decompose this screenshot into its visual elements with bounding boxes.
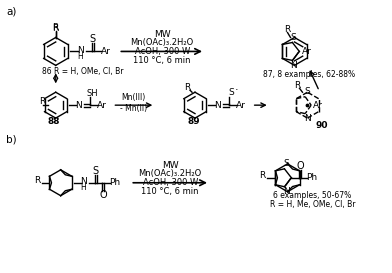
Text: R: R	[53, 23, 59, 32]
Text: SH: SH	[87, 89, 98, 98]
Text: S: S	[290, 33, 296, 42]
Text: 110 °C, 6 min: 110 °C, 6 min	[133, 56, 191, 65]
Text: a): a)	[6, 7, 16, 17]
Text: Mn(OAc)₃.2H₂O: Mn(OAc)₃.2H₂O	[138, 169, 202, 178]
Text: R: R	[53, 24, 59, 33]
Text: AcOH, 300 W: AcOH, 300 W	[143, 178, 198, 187]
Text: H: H	[78, 52, 83, 61]
Text: N: N	[283, 187, 290, 196]
Text: Ar: Ar	[100, 47, 111, 56]
Text: O: O	[100, 190, 107, 200]
Text: Ar: Ar	[302, 47, 312, 56]
Text: H: H	[81, 183, 87, 192]
Text: R: R	[260, 171, 266, 180]
Text: ·: ·	[235, 85, 238, 95]
Text: N: N	[290, 61, 297, 70]
Text: R: R	[294, 81, 301, 90]
Text: R: R	[39, 97, 45, 106]
Text: R: R	[285, 25, 290, 34]
Text: Ph: Ph	[109, 178, 120, 187]
Text: 89: 89	[187, 117, 200, 126]
Text: S: S	[304, 87, 310, 96]
Text: R: R	[184, 83, 190, 92]
Text: AcOH, 300 W: AcOH, 300 W	[134, 47, 190, 56]
Text: R: R	[34, 176, 41, 185]
Text: O: O	[296, 161, 304, 171]
Text: 90: 90	[316, 121, 328, 130]
Text: 87, 8 examples, 62-88%: 87, 8 examples, 62-88%	[263, 70, 356, 79]
Text: Ph: Ph	[306, 173, 317, 182]
Text: 6 examples, 50-67%: 6 examples, 50-67%	[273, 191, 352, 200]
Text: 86 R = H, OMe, Cl, Br: 86 R = H, OMe, Cl, Br	[42, 67, 123, 76]
Text: N: N	[214, 101, 221, 110]
Text: Ar: Ar	[313, 101, 323, 110]
Text: N: N	[80, 177, 87, 186]
Text: MW: MW	[154, 30, 171, 39]
Text: N: N	[304, 114, 310, 123]
Text: 88: 88	[48, 117, 60, 126]
Text: b): b)	[6, 135, 16, 145]
Text: S: S	[89, 34, 96, 44]
Text: N: N	[77, 46, 84, 55]
Text: S: S	[229, 88, 234, 97]
Text: Mn(OAc)₃.2H₂O: Mn(OAc)₃.2H₂O	[131, 38, 194, 47]
Text: 110 °C, 6 min: 110 °C, 6 min	[142, 187, 199, 196]
Text: Mn(III): Mn(III)	[121, 93, 145, 102]
Text: S: S	[93, 166, 98, 176]
Text: - Mn(II): - Mn(II)	[120, 104, 147, 113]
Text: Ar: Ar	[96, 101, 106, 110]
Text: MW: MW	[162, 161, 178, 170]
Text: N: N	[75, 101, 82, 110]
Text: R = H, Me, OMe, Cl, Br: R = H, Me, OMe, Cl, Br	[270, 200, 355, 209]
Text: S: S	[283, 159, 289, 168]
Text: Ar: Ar	[236, 101, 246, 110]
